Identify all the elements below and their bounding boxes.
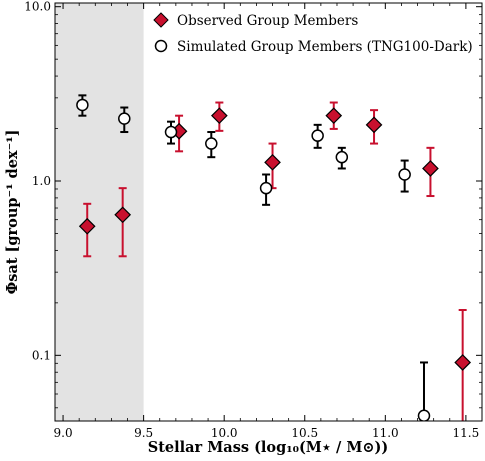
y-tick-label: 0.1 — [32, 348, 51, 362]
shaded-region-layer — [55, 3, 144, 421]
simulated-point — [118, 112, 131, 125]
shaded-region — [55, 3, 144, 421]
simulated-point — [311, 129, 324, 142]
point-layer — [76, 98, 472, 421]
simulated-point — [76, 98, 89, 112]
observed-point — [325, 107, 343, 125]
x-tick-label: 9.0 — [54, 426, 73, 440]
legend-marker-diamond — [153, 12, 169, 28]
x-axis-label: Stellar Mass (log₁₀(M⋆ / M⊙)) — [148, 439, 389, 456]
legend-label-simulated: Simulated Group Members (TNG100-Dark) — [177, 39, 473, 55]
x-tick-label: 10.0 — [211, 426, 238, 440]
simulated-point — [205, 137, 218, 150]
observed-point — [114, 206, 132, 224]
x-tick-label: 9.5 — [134, 426, 153, 440]
simulated-point — [335, 150, 349, 164]
legend-label-observed: Observed Group Members — [177, 13, 358, 29]
legend: Observed Group Members Simulated Group M… — [153, 12, 473, 55]
tick-layer: 9.0 9.5 10.0 10.5 11.0 11.5 0.1 1.0 10.0 — [24, 0, 482, 440]
observed-point — [422, 160, 439, 177]
x-tick-label: 11.5 — [453, 426, 480, 440]
y-tick-label: 1.0 — [32, 174, 51, 188]
x-tick-label: 10.5 — [291, 426, 318, 440]
observed-point — [78, 217, 96, 235]
plot-frame — [54, 2, 483, 422]
x-tick-label: 11.0 — [372, 426, 399, 440]
simulated-point — [398, 168, 411, 181]
observed-point — [454, 354, 472, 371]
observed-point — [365, 116, 383, 134]
legend-marker-circle — [154, 39, 168, 53]
simulated-point — [417, 409, 431, 421]
y-axis-label: Φsat [group⁻¹ dex⁻¹] — [4, 130, 21, 295]
y-tick-label: 10.0 — [24, 0, 51, 14]
observed-point — [264, 153, 281, 171]
simulated-point — [164, 125, 178, 139]
observed-point — [211, 107, 228, 125]
simulated-point — [259, 181, 273, 195]
